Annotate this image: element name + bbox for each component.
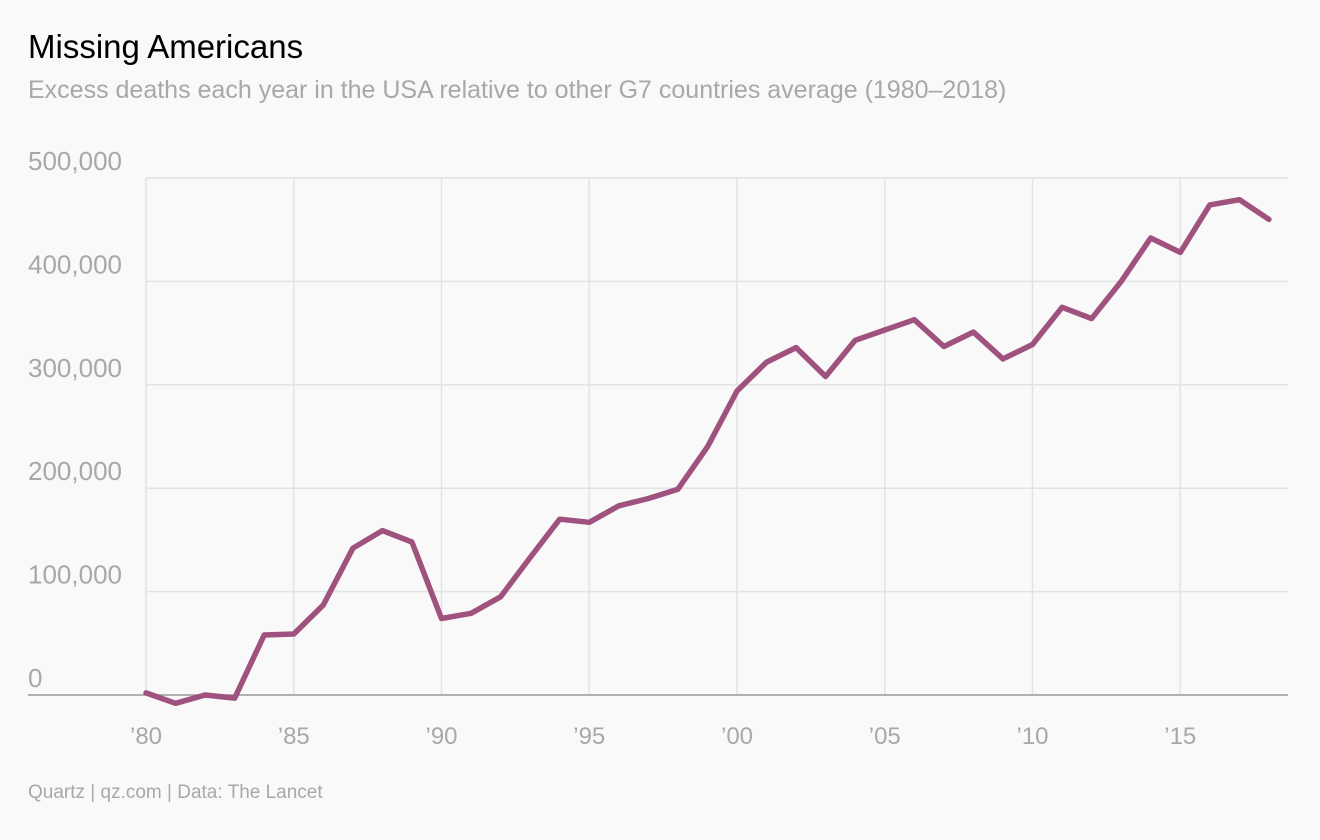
y-tick-label: 100,000 — [28, 560, 122, 590]
x-tick-label: ’95 — [573, 723, 605, 750]
series-layer — [146, 200, 1269, 704]
series-line — [146, 200, 1269, 704]
chart-container: Missing Americans Excess deaths each yea… — [0, 0, 1320, 840]
x-tick-label: ’90 — [425, 723, 457, 750]
y-tick-label: 500,000 — [28, 146, 122, 176]
source-credit: Quartz | qz.com | Data: The Lancet — [28, 782, 323, 804]
x-tick-label: ’10 — [1016, 723, 1048, 750]
y-tick-label: 300,000 — [28, 353, 122, 383]
plot-area: 0 100,000 200,000 300,000 400,000 500,000 ’80 ’… — [0, 0, 1320, 840]
grid-layer — [28, 178, 1288, 695]
x-tick-label: ’15 — [1164, 723, 1196, 750]
y-tick-label: 400,000 — [28, 249, 122, 279]
x-tick-label: ’80 — [130, 723, 162, 750]
y-tick-label: 0 — [28, 663, 42, 693]
x-tick-label: ’85 — [278, 723, 310, 750]
y-tick-label: 200,000 — [28, 456, 122, 486]
tick-layer: 0 100,000 200,000 300,000 400,000 500,000 ’80 ’… — [28, 146, 1196, 750]
x-tick-label: ’00 — [721, 723, 753, 750]
x-tick-label: ’05 — [869, 723, 901, 750]
